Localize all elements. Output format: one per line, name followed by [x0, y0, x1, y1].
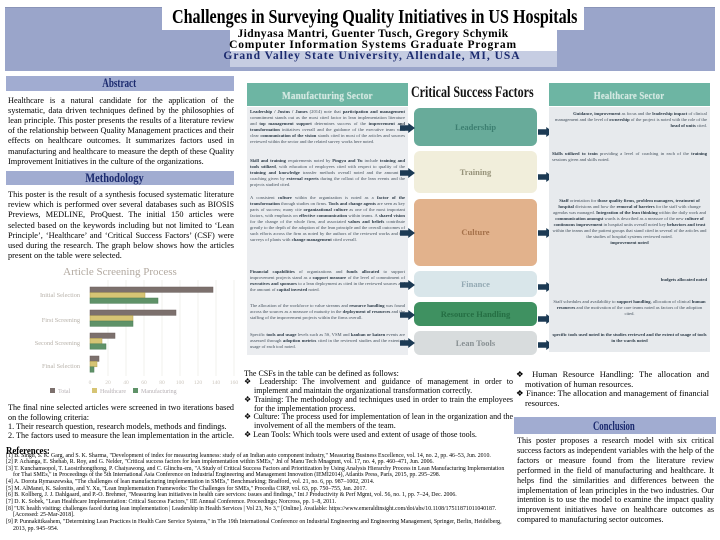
svg-text:Total: Total — [58, 389, 71, 395]
svg-text:100: 100 — [176, 380, 185, 386]
svg-text:60: 60 — [141, 380, 147, 386]
svg-text:First Screening: First Screening — [42, 317, 81, 324]
svg-text:40: 40 — [123, 380, 129, 386]
svg-text:Manufacturing: Manufacturing — [141, 388, 177, 395]
svg-text:160: 160 — [230, 380, 239, 386]
svg-text:0: 0 — [89, 380, 92, 386]
svg-text:120: 120 — [194, 380, 203, 386]
svg-text:Final Selection: Final Selection — [42, 363, 81, 370]
svg-text:Initial Selection: Initial Selection — [40, 292, 81, 299]
svg-text:140: 140 — [212, 380, 221, 386]
svg-text:80: 80 — [159, 380, 165, 386]
svg-text:Healthcare: Healthcare — [100, 389, 126, 395]
svg-text:Article Screening Process: Article Screening Process — [63, 266, 177, 278]
svg-text:20: 20 — [105, 380, 111, 386]
svg-text:Second Screening: Second Screening — [35, 340, 81, 347]
